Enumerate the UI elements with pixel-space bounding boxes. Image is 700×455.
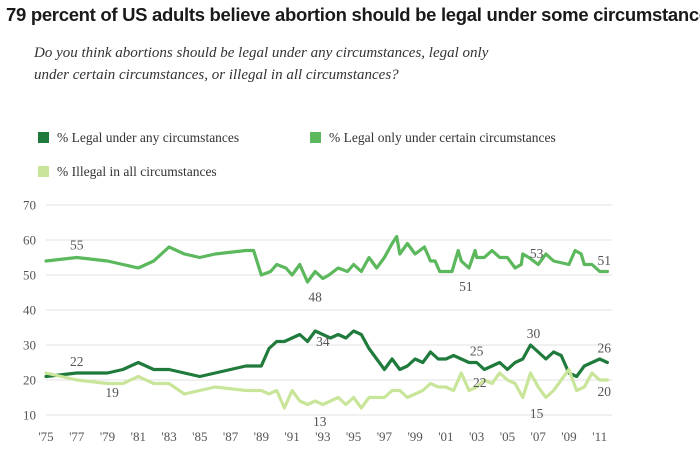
series-line-any [44, 329, 609, 379]
y-tick-label: 40 [23, 303, 36, 318]
data-label: 15 [530, 406, 544, 421]
y-tick-label: 50 [23, 268, 36, 283]
page-headline: 79 percent of US adults believe abortion… [6, 4, 700, 25]
series-line-illegal [44, 367, 609, 410]
data-label: 22 [70, 354, 84, 369]
legend-label-certain: % Legal only under certain circumstances [329, 130, 556, 145]
data-label: 51 [459, 279, 473, 294]
x-tick-label: '75 [38, 429, 53, 444]
x-tick-label: '79 [100, 429, 115, 444]
data-label: 53 [530, 246, 544, 261]
y-tick-label: 60 [23, 233, 36, 248]
x-tick-label: '97 [377, 429, 393, 444]
data-label: 34 [316, 334, 330, 349]
x-tick-label: '11 [592, 429, 607, 444]
data-label: 22 [473, 375, 487, 390]
x-tick-label: '87 [223, 429, 239, 444]
x-tick-label: '83 [161, 429, 176, 444]
series-line-certain [44, 234, 609, 284]
legend-swatch-certain [310, 132, 321, 143]
legend-item-certain: % Legal only under certain circumstances [310, 130, 556, 146]
x-tick-label: '77 [69, 429, 85, 444]
legend-swatch-any [38, 132, 49, 143]
legend-swatch-illegal [38, 166, 49, 177]
data-label: 25 [470, 344, 484, 359]
data-label: 30 [527, 326, 541, 341]
legend-label-illegal: % Illegal in all circumstances [57, 164, 217, 179]
x-tick-label: '95 [346, 429, 361, 444]
question-line-2: under certain circumstances, or illegal … [34, 67, 399, 83]
x-tick-label: '99 [407, 429, 422, 444]
x-tick-label: '05 [500, 429, 515, 444]
data-label: 48 [308, 289, 322, 304]
data-label: 13 [313, 414, 327, 429]
x-tick-label: '93 [315, 429, 330, 444]
y-tick-label: 10 [23, 408, 36, 423]
x-tick-label: '01 [438, 429, 453, 444]
legend-item-any: % Legal under any circumstances [38, 130, 239, 146]
data-label: 20 [598, 384, 612, 399]
data-label: 26 [598, 341, 612, 356]
x-tick-label: '81 [131, 429, 146, 444]
y-tick-label: 70 [23, 198, 36, 213]
survey-question: Do you think abortions should be legal u… [34, 42, 674, 86]
x-tick-label: '85 [192, 429, 207, 444]
legend-item-illegal: % Illegal in all circumstances [38, 164, 217, 180]
y-tick-label: 30 [23, 338, 36, 353]
question-line-1: Do you think abortions should be legal u… [34, 45, 489, 61]
x-tick-label: '07 [531, 429, 547, 444]
data-label: 19 [105, 385, 119, 400]
x-tick-label: '09 [561, 429, 576, 444]
x-tick-label: '89 [254, 429, 269, 444]
x-tick-label: '03 [469, 429, 484, 444]
data-label: 55 [70, 237, 84, 252]
legend-label-any: % Legal under any circumstances [57, 130, 240, 145]
x-tick-label: '91 [284, 429, 299, 444]
y-tick-label: 20 [23, 373, 36, 388]
data-label: 51 [598, 253, 612, 268]
